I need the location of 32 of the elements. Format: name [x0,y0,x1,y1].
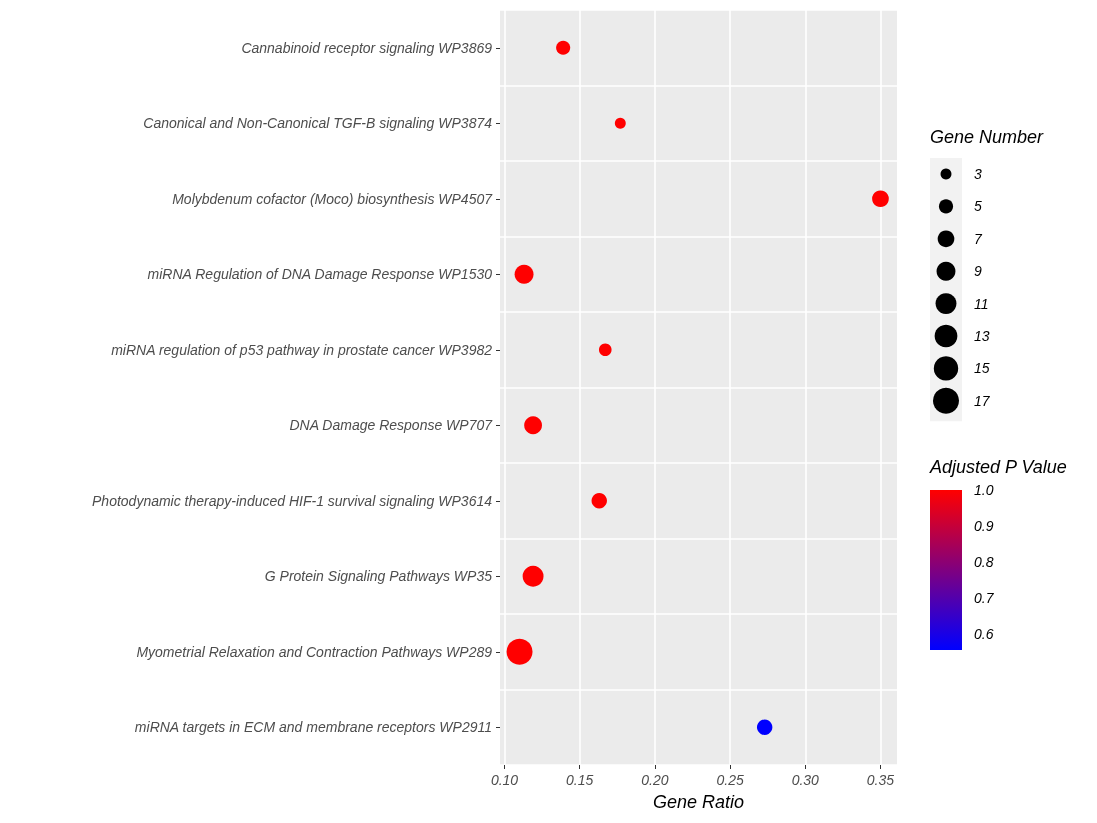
color-bar-label: 1.0 [974,482,994,498]
y-tick-label: Photodynamic therapy-induced HIF-1 survival signaling WP3614 [92,492,493,509]
y-tick-label: Molybdenum cofactor (Moco) biosynthesis WP4507 [172,190,494,207]
legend-label: 13 [974,328,990,344]
legend-label: 7 [974,230,983,247]
legend-label: 15 [974,360,990,377]
y-tick-label: Myometrial Relaxation and Contraction Pathways WP289 [136,643,493,660]
legend-title: Gene Number [930,127,1045,147]
x-tick-label: 0.15 [566,772,594,788]
legend-label: 5 [974,198,982,215]
y-tick-label: G Protein Signaling Pathways WP35 [264,568,493,585]
y-tick-label: Cannabinoid receptor signaling WP3869 [241,39,493,56]
legend-label: 11 [974,295,989,312]
legend-label: 3 [974,166,982,182]
color-bar-label: 0.9 [974,517,994,534]
x-tick-label: 0.20 [641,772,669,788]
color-bar-label: 0.6 [974,625,994,642]
y-tick-label: miRNA Regulation of DNA Damage Response WP1530 [147,266,493,283]
x-tick-label: 0.30 [791,772,820,788]
y-tick-label: DNA Damage Response WP707 [289,417,494,434]
color-bar-title: Adjusted P Value [929,457,1067,477]
x-tick-label: 0.35 [866,772,895,788]
y-tick-label: miRNA regulation of p53 pathway in prostate cancer WP3982 [111,341,493,358]
color-bar-label: 0.8 [974,553,994,570]
x-tick-label: 0.25 [716,772,744,788]
legend-label: 9 [974,263,982,280]
x-axis-title: Gene Ratio [652,792,745,812]
y-tick-label: miRNA targets in ECM and membrane receptors WP2911 [134,719,492,736]
color-bar-label: 0.7 [974,589,995,606]
x-tick-label: 0.10 [490,772,519,788]
legend-label: 17 [974,392,991,409]
y-tick-label: Canonical and Non-Canonical TGF-B signaling WP3874 [143,115,493,132]
